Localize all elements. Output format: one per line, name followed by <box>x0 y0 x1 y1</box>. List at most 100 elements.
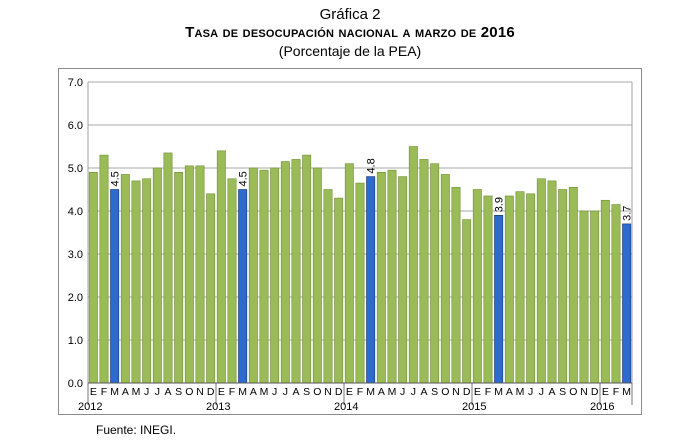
x-tick-label: S <box>559 386 566 398</box>
year-label: 2014 <box>334 401 358 413</box>
y-tick-label: 5.0 <box>68 163 83 175</box>
data-label: 3.9 <box>494 197 506 212</box>
x-tick-label: M <box>110 386 119 398</box>
highlighted-bar <box>110 189 120 384</box>
x-tick-label: M <box>516 386 525 398</box>
x-tick-label: N <box>452 386 460 398</box>
bar <box>376 172 386 384</box>
y-tick-label: 4.0 <box>68 206 83 218</box>
x-tick-label: O <box>313 386 321 398</box>
x-tick-label: J <box>272 386 277 398</box>
y-tick-label: 1.0 <box>68 335 83 347</box>
bar <box>590 210 600 384</box>
bar <box>120 174 130 384</box>
year-label: 2016 <box>590 401 614 413</box>
bar <box>398 176 408 384</box>
bar <box>536 178 546 384</box>
bar <box>131 180 141 384</box>
bar <box>142 178 152 384</box>
bar <box>387 169 397 384</box>
x-tick-label: F <box>357 386 363 398</box>
bar <box>430 163 440 384</box>
x-tick-label: M <box>238 386 247 398</box>
x-tick-label: O <box>185 386 193 398</box>
bar <box>163 152 173 384</box>
x-tick-label: J <box>283 386 288 398</box>
x-tick-label: A <box>250 386 257 398</box>
bar <box>152 167 162 384</box>
year-label: 2015 <box>462 401 486 413</box>
x-tick-label: E <box>346 386 353 398</box>
bar <box>344 163 354 384</box>
x-tick-label: D <box>207 386 215 398</box>
bar <box>408 146 418 384</box>
x-tick-label: F <box>485 386 491 398</box>
x-tick-label: M <box>622 386 631 398</box>
data-label: 3.7 <box>622 206 634 221</box>
figure-label: Gráfica 2 <box>319 6 381 23</box>
bar <box>547 180 557 384</box>
x-tick-label: N <box>324 386 332 398</box>
chart-title: Tasa de desocupación nacional a marzo de… <box>185 24 515 41</box>
x-tick-label: M <box>132 386 141 398</box>
data-label: 4.5 <box>238 171 250 186</box>
bar <box>462 219 472 384</box>
bar <box>216 150 226 384</box>
chart-frame: 0.0 1.0 2.0 3.0 4.0 5.0 6.0 7.0 4.5 4.5 4.8 3.9 3.7 E… <box>58 68 642 415</box>
bar <box>270 167 280 384</box>
x-tick-label: M <box>494 386 503 398</box>
x-tick-label: M <box>260 386 269 398</box>
bar <box>259 169 269 384</box>
bar <box>323 189 333 384</box>
x-tick-label: J <box>400 386 405 398</box>
x-tick-label: A <box>506 386 513 398</box>
x-tick-label: E <box>218 386 225 398</box>
x-tick-label: F <box>613 386 619 398</box>
bar <box>195 165 205 384</box>
x-tick-label: J <box>155 386 160 398</box>
data-label: 4.8 <box>366 158 378 173</box>
bar <box>302 154 312 384</box>
bar <box>515 191 525 384</box>
bar <box>451 187 461 384</box>
x-tick-label: E <box>90 386 97 398</box>
bar <box>280 161 290 384</box>
x-tick-label: S <box>303 386 310 398</box>
x-tick-label: A <box>292 386 299 398</box>
year-label: 2012 <box>78 401 102 413</box>
bar <box>291 159 301 384</box>
highlighted-bar <box>366 176 376 384</box>
y-tick-label: 2.0 <box>68 292 83 304</box>
x-tick-label: A <box>122 386 129 398</box>
bar <box>568 187 578 384</box>
bar <box>419 159 429 384</box>
x-tick-label: O <box>441 386 449 398</box>
bar <box>611 204 621 384</box>
x-tick-label: J <box>539 386 544 398</box>
x-tick-label: J <box>144 386 149 398</box>
bar <box>174 172 184 384</box>
y-tick-label: 3.0 <box>68 249 83 261</box>
x-tick-label: J <box>411 386 416 398</box>
x-tick-label: D <box>335 386 343 398</box>
bar <box>504 195 514 384</box>
bar-chart: 0.0 1.0 2.0 3.0 4.0 5.0 6.0 7.0 4.5 4.5 4.8 3.9 3.7 E… <box>68 77 634 413</box>
highlighted-bar <box>238 189 248 384</box>
bar <box>600 199 610 384</box>
bar <box>355 182 365 384</box>
x-tick-label: O <box>569 386 577 398</box>
bar <box>440 174 450 384</box>
highlighted-bar <box>494 215 504 384</box>
bar <box>526 193 536 384</box>
year-label: 2013 <box>206 401 230 413</box>
x-tick-label: A <box>164 386 171 398</box>
y-tick-label: 0.0 <box>68 378 83 390</box>
bar <box>227 178 237 384</box>
y-tick-label: 6.0 <box>68 120 83 132</box>
bar <box>579 210 589 384</box>
chart-subtitle: (Porcentaje de la PEA) <box>278 43 422 59</box>
bar <box>472 189 482 384</box>
x-tick-label: J <box>528 386 533 398</box>
source-note: Fuente: INEGI. <box>96 423 177 437</box>
bar <box>334 197 344 384</box>
